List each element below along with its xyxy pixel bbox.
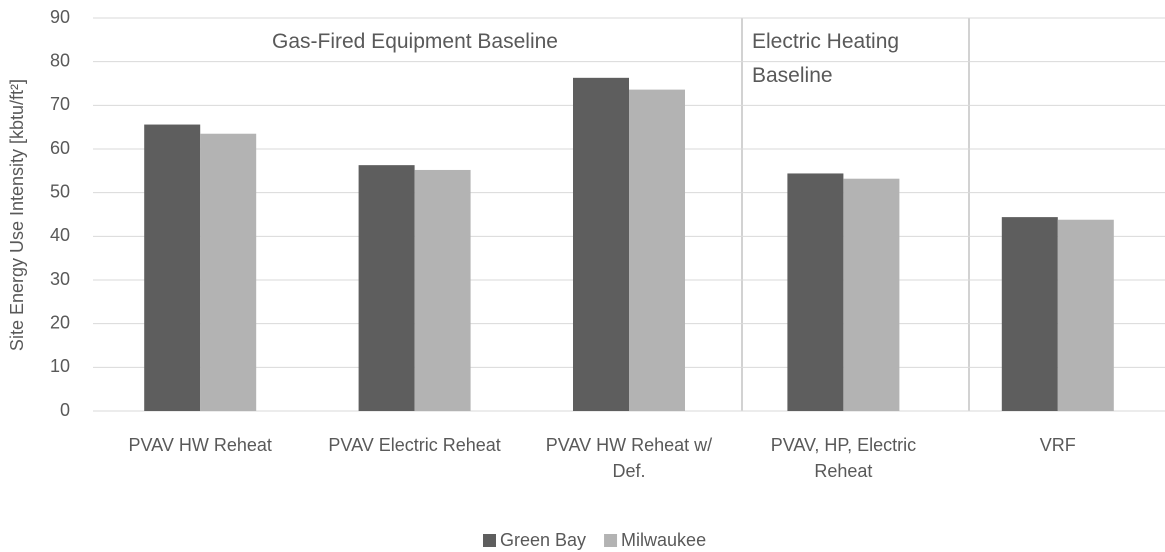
y-tick-label: 90 — [50, 7, 70, 27]
legend-swatch — [483, 534, 496, 547]
y-axis-label: Site Energy Use Intensity [kbtu/ft²] — [7, 79, 27, 351]
bar — [1001, 217, 1058, 411]
y-tick-label: 70 — [50, 94, 70, 114]
legend-label: Milwaukee — [621, 530, 706, 550]
y-tick-label: 20 — [50, 312, 70, 332]
bar — [1057, 219, 1114, 411]
y-tick-label: 0 — [60, 400, 70, 420]
bar — [787, 173, 844, 411]
y-tick-label: 60 — [50, 138, 70, 158]
y-tick-label: 40 — [50, 225, 70, 245]
y-tick-label: 10 — [50, 356, 70, 376]
annotation: Electric Heating Baseline — [752, 30, 900, 87]
y-tick-label: 80 — [50, 50, 70, 70]
bar — [200, 133, 257, 411]
legend-label: Green Bay — [500, 530, 586, 550]
legend-swatch — [604, 534, 618, 547]
y-tick-label: 30 — [50, 269, 70, 289]
x-tick-label: PVAV HW Reheat w/ Def. — [545, 435, 713, 481]
bar — [414, 169, 471, 411]
bar — [358, 165, 415, 411]
x-tick-label: PVAV HW Reheat — [128, 435, 272, 455]
y-tick-label: 50 — [50, 181, 70, 201]
bar — [573, 77, 629, 411]
x-tick-label: PVAV Electric Reheat — [328, 435, 501, 455]
bar — [629, 89, 685, 411]
x-tick-label: PVAV, HP, Electric Reheat — [770, 435, 917, 481]
x-tick-label: VRF — [1039, 435, 1076, 455]
bar — [144, 124, 201, 412]
annotation: Gas-Fired Equipment Baseline — [272, 30, 558, 53]
bar — [843, 178, 900, 411]
